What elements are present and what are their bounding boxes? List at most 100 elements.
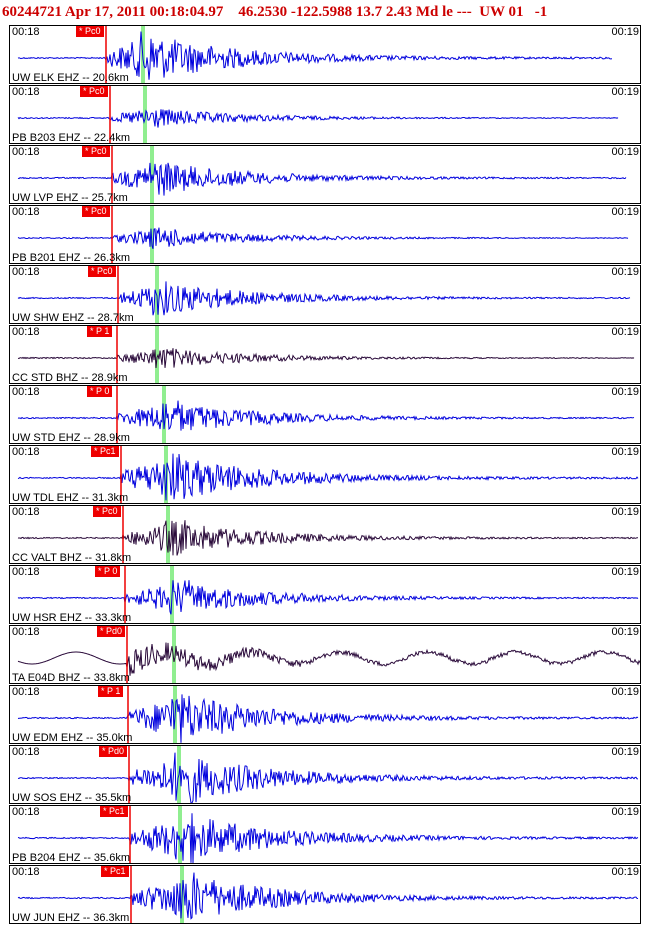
channel-panel[interactable]: 00:18 00:19 * Pc0 PB B203 EHZ -- 22.4km <box>9 85 641 144</box>
s-wave-marker <box>155 326 159 383</box>
time-end-label: 00:19 <box>611 206 639 218</box>
seismogram-panels: 00:18 00:19 * Pc0 UW ELK EHZ -- 20.6km 00:18… <box>0 24 655 926</box>
waveform-plot <box>17 146 627 203</box>
channel-label: UW SHW EHZ -- 28.7km <box>12 312 134 324</box>
seismic-trace <box>17 400 635 431</box>
seismic-trace <box>17 580 639 615</box>
p-pick-flag[interactable]: * Pc0 <box>82 146 110 157</box>
channel-panel[interactable]: 00:18 00:19 * Pc0 CC VALT BHZ -- 31.8km <box>9 505 641 564</box>
waveform-plot <box>17 506 638 563</box>
seismic-trace <box>17 813 639 863</box>
channel-label: UW SOS EHZ -- 35.5km <box>12 792 132 804</box>
waveform-plot <box>17 266 631 323</box>
time-end-label: 00:19 <box>611 746 639 758</box>
channel-panel[interactable]: 00:18 00:19 * Pc0 UW LVP EHZ -- 25.7km <box>9 145 641 204</box>
seismic-trace <box>17 694 639 743</box>
p-pick-flag[interactable]: * Pd0 <box>99 746 128 757</box>
channel-panel[interactable]: 00:18 00:19 * Pd0 UW SOS EHZ -- 35.5km <box>9 745 641 804</box>
waveform-plot <box>17 866 639 923</box>
time-start-label: 00:18 <box>12 446 40 458</box>
time-end-label: 00:19 <box>611 446 639 458</box>
s-wave-marker <box>172 626 176 683</box>
channel-label: UW JUN EHZ -- 36.3km <box>12 912 130 924</box>
p-pick-flag[interactable]: * P 0 <box>87 386 113 397</box>
channel-label: UW EDM EHZ -- 35.0km <box>12 732 133 744</box>
p-pick-flag[interactable]: * P 1 <box>87 326 113 337</box>
channel-label: PB B201 EHZ -- 26.3km <box>12 252 130 264</box>
waveform-plot <box>17 566 639 623</box>
channel-label: UW LVP EHZ -- 25.7km <box>12 192 128 204</box>
time-end-label: 00:19 <box>611 146 639 158</box>
s-wave-marker <box>150 206 154 263</box>
waveform-plot <box>17 86 619 143</box>
waveform-plot <box>17 386 635 443</box>
channel-panel[interactable]: 00:18 00:19 * P 0 UW HSR EHZ -- 33.3km <box>9 565 641 624</box>
time-end-label: 00:19 <box>611 266 639 278</box>
channel-label: UW ELK EHZ -- 20.6km <box>12 72 129 84</box>
time-end-label: 00:19 <box>611 326 639 338</box>
p-pick-flag[interactable]: * Pc1 <box>101 866 129 877</box>
p-pick-flag[interactable]: * Pc1 <box>100 806 128 817</box>
time-start-label: 00:18 <box>12 206 40 218</box>
s-wave-marker <box>166 506 170 563</box>
event-header: 60244721 Apr 17, 2011 00:18:04.97 46.253… <box>2 4 548 20</box>
s-wave-marker <box>162 386 166 443</box>
time-start-label: 00:18 <box>12 806 40 818</box>
waveform-plot <box>17 206 629 263</box>
channel-label: PB B204 EHZ -- 35.6km <box>12 852 130 864</box>
p-pick-flag[interactable]: * Pd0 <box>97 626 126 637</box>
channel-label: UW HSR EHZ -- 33.3km <box>12 612 132 624</box>
time-end-label: 00:19 <box>611 866 639 878</box>
p-pick-flag[interactable]: * Pc0 <box>88 266 116 277</box>
channel-panel[interactable]: 00:18 00:19 * P 1 CC STD BHZ -- 28.9km <box>9 325 641 384</box>
time-start-label: 00:18 <box>12 506 40 518</box>
channel-label: UW TDL EHZ -- 31.3km <box>12 492 129 504</box>
channel-panel[interactable]: 00:18 00:19 * Pc1 PB B204 EHZ -- 35.6km <box>9 805 641 864</box>
time-end-label: 00:19 <box>611 86 639 98</box>
seismic-trace <box>17 227 629 249</box>
channel-label: PB B203 EHZ -- 22.4km <box>12 132 130 144</box>
seismic-trace <box>17 520 638 556</box>
p-pick-flag[interactable]: * Pc0 <box>76 26 104 37</box>
seismic-trace <box>17 348 635 369</box>
time-end-label: 00:19 <box>611 566 639 578</box>
waveform-plot <box>17 746 639 803</box>
p-pick-flag[interactable]: * P 1 <box>98 686 124 697</box>
waveform-plot <box>17 806 639 863</box>
channel-label: TA E04D BHZ -- 33.8km <box>12 672 130 684</box>
channel-panel[interactable]: 00:18 00:19 * P 1 UW EDM EHZ -- 35.0km <box>9 685 641 744</box>
channel-panel[interactable]: 00:18 00:19 * Pc0 UW SHW EHZ -- 28.7km <box>9 265 641 324</box>
time-start-label: 00:18 <box>12 266 40 278</box>
time-start-label: 00:18 <box>12 746 40 758</box>
time-start-label: 00:18 <box>12 326 40 338</box>
seismic-trace <box>17 281 631 316</box>
time-start-label: 00:18 <box>12 566 40 578</box>
seismic-trace <box>17 162 627 196</box>
channel-label: CC STD BHZ -- 28.9km <box>12 372 128 384</box>
seismic-trace <box>17 752 639 803</box>
time-start-label: 00:18 <box>12 686 40 698</box>
p-pick-flag[interactable]: * Pc1 <box>91 446 119 457</box>
channel-panel[interactable]: 00:18 00:19 * Pc1 UW TDL EHZ -- 31.3km <box>9 445 641 504</box>
time-end-label: 00:19 <box>611 806 639 818</box>
channel-panel[interactable]: 00:18 00:19 * Pc0 UW ELK EHZ -- 20.6km <box>9 25 641 84</box>
time-start-label: 00:18 <box>12 26 40 38</box>
waveform-plot <box>17 626 640 683</box>
channel-panel[interactable]: 00:18 00:19 * P 0 UW STD EHZ -- 28.9km <box>9 385 641 444</box>
channel-panel[interactable]: 00:18 00:19 * Pc1 UW JUN EHZ -- 36.3km <box>9 865 641 924</box>
channel-panel[interactable]: 00:18 00:19 * Pd0 TA E04D BHZ -- 33.8km <box>9 625 641 684</box>
time-start-label: 00:18 <box>12 626 40 638</box>
p-pick-flag[interactable]: * Pc0 <box>82 206 110 217</box>
p-pick-flag[interactable]: * Pc0 <box>80 86 108 97</box>
time-start-label: 00:18 <box>12 86 40 98</box>
seismic-trace <box>17 642 640 676</box>
seismic-trace <box>17 109 619 128</box>
time-end-label: 00:19 <box>611 386 639 398</box>
p-pick-flag[interactable]: * P 0 <box>95 566 121 577</box>
seismic-trace <box>17 872 639 920</box>
channel-label: UW STD EHZ -- 28.9km <box>12 432 130 444</box>
p-pick-flag[interactable]: * Pc0 <box>93 506 121 517</box>
waveform-plot <box>17 686 639 743</box>
channel-panel[interactable]: 00:18 00:19 * Pc0 PB B201 EHZ -- 26.3km <box>9 205 641 264</box>
time-end-label: 00:19 <box>611 26 639 38</box>
